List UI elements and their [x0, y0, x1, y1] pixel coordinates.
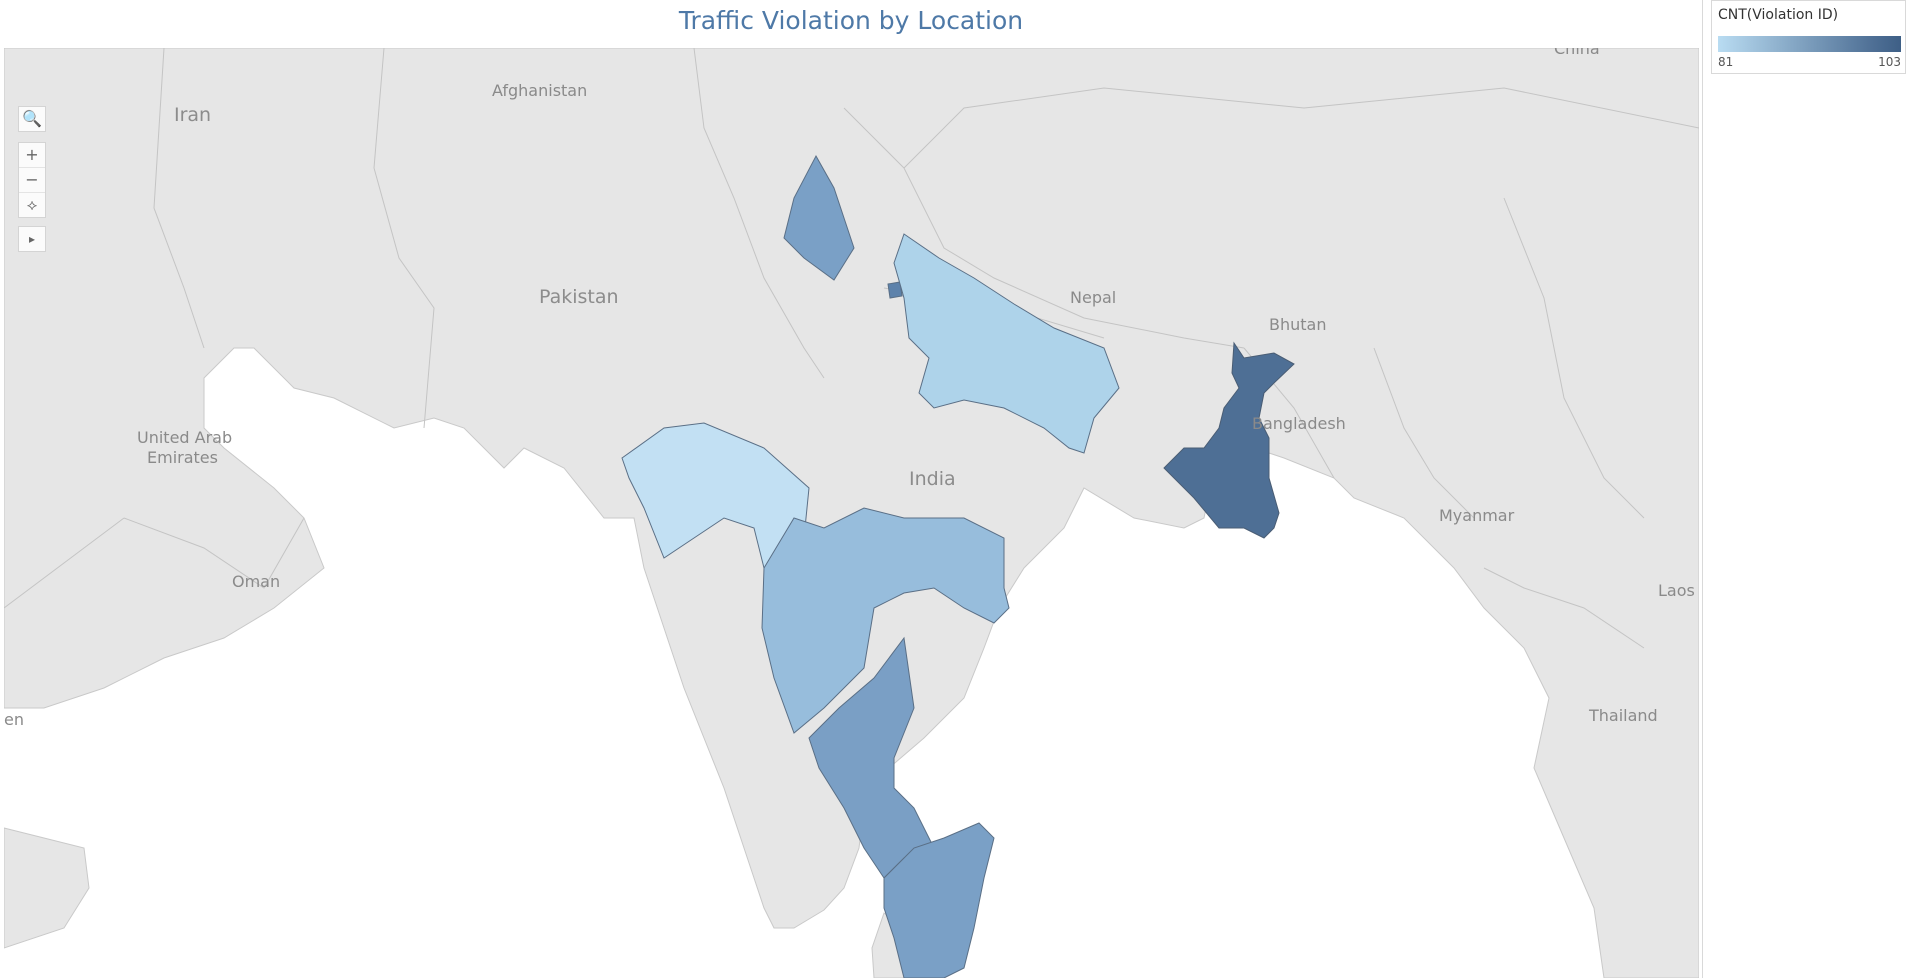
zoom-out-button[interactable]: − [19, 168, 45, 193]
label-pakistan: Pakistan [539, 286, 619, 308]
pan-select-button[interactable]: ⟡ [19, 193, 45, 217]
label-china: China [1554, 48, 1600, 58]
label-oman: Oman [232, 572, 280, 591]
chart-title: Traffic Violation by Location [0, 6, 1702, 35]
label-laos: Laos [1658, 581, 1695, 600]
zoom-in-button[interactable]: + [19, 143, 45, 168]
label-iran: Iran [174, 104, 211, 126]
map-search-button[interactable]: 🔍 [18, 106, 46, 132]
label-yemen-partial: en [4, 710, 24, 729]
label-myanmar: Myanmar [1439, 506, 1515, 525]
label-afghanistan: Afghanistan [492, 81, 587, 100]
map-toolbar: 🔍 + − ⟡ ▸ [18, 106, 46, 252]
legend-min-value: 81 [1718, 55, 1733, 69]
panel-divider [1702, 0, 1703, 978]
label-thailand: Thailand [1588, 706, 1658, 725]
legend-gradient-bar [1718, 36, 1901, 52]
legend-title: CNT(Violation ID) [1718, 7, 1838, 23]
label-bangladesh: Bangladesh [1252, 414, 1346, 433]
label-india: India [909, 468, 956, 490]
label-uae-line2: Emirates [147, 448, 218, 467]
label-nepal: Nepal [1070, 288, 1116, 307]
label-uae-line1: United Arab [137, 428, 232, 447]
expand-toolbar-button[interactable]: ▸ [18, 226, 46, 252]
land-mass [4, 828, 89, 948]
label-bhutan: Bhutan [1269, 315, 1326, 334]
color-legend[interactable]: CNT(Violation ID) 81 103 [1711, 0, 1906, 74]
zoom-controls: + − ⟡ [18, 142, 46, 218]
legend-max-value: 103 [1878, 55, 1901, 69]
map-canvas[interactable]: Iran Afghanistan Pakistan Nepal Bhutan B… [4, 48, 1699, 978]
map-svg[interactable]: Iran Afghanistan Pakistan Nepal Bhutan B… [4, 48, 1699, 978]
